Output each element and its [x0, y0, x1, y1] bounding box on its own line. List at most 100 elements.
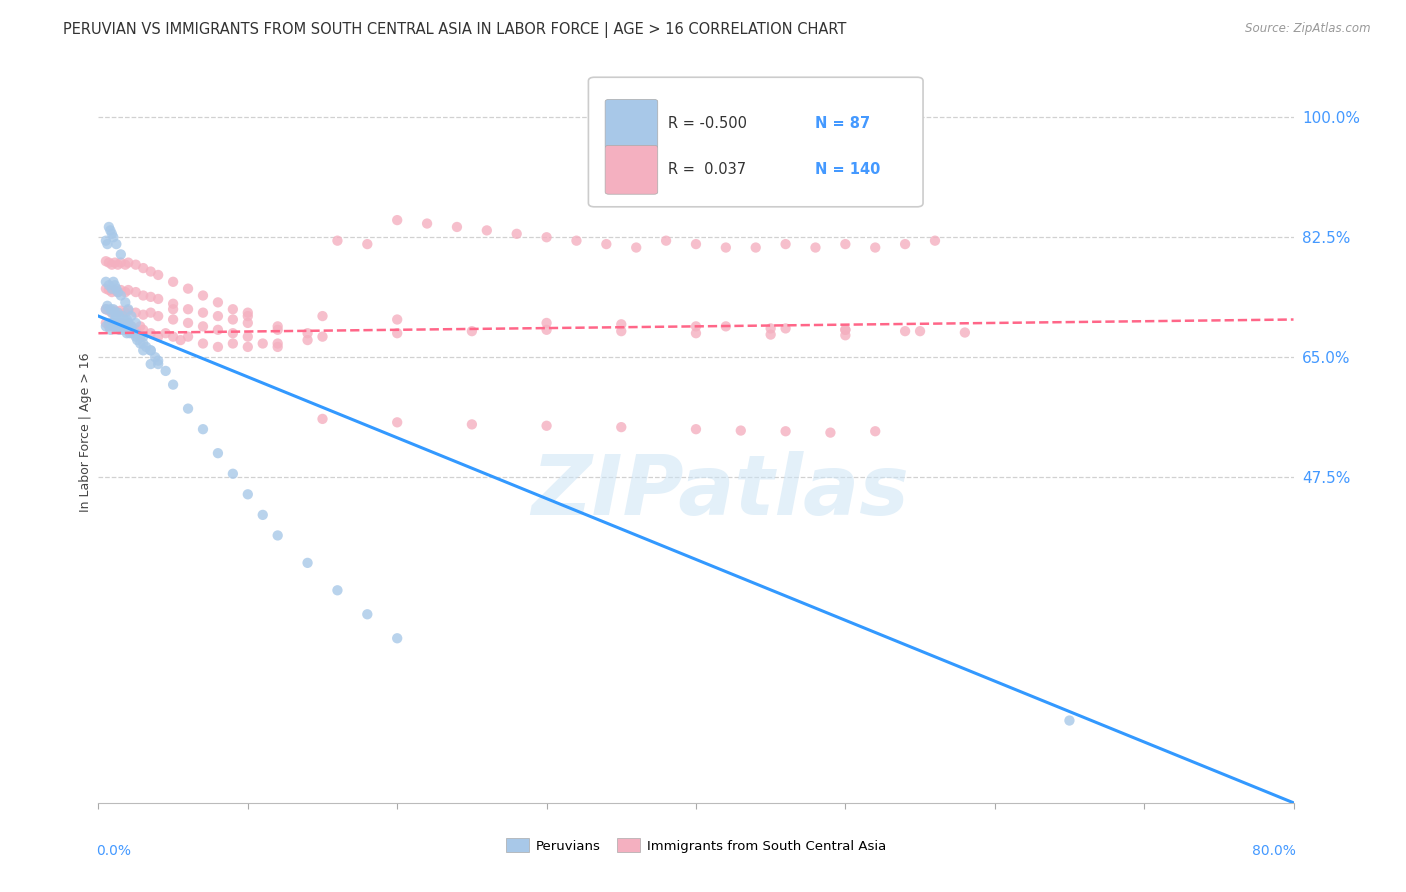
Point — [118, 326, 141, 341]
Point — [446, 219, 468, 234]
Text: 80.0%: 80.0% — [1251, 844, 1296, 857]
Point — [94, 234, 117, 248]
Point — [110, 319, 132, 334]
Point — [311, 412, 333, 426]
Point — [97, 219, 120, 234]
Point — [117, 302, 139, 317]
Point — [103, 302, 125, 317]
Point — [222, 302, 245, 317]
Point — [177, 401, 200, 416]
Point — [101, 306, 124, 320]
Point — [139, 264, 162, 278]
Point — [536, 323, 558, 337]
FancyBboxPatch shape — [589, 78, 922, 207]
Point — [610, 318, 633, 332]
Point — [236, 316, 259, 330]
Point — [834, 328, 856, 343]
FancyBboxPatch shape — [605, 145, 658, 194]
Point — [114, 319, 136, 334]
Point — [94, 319, 117, 334]
Point — [222, 467, 245, 481]
Point — [94, 254, 117, 268]
Point — [655, 234, 678, 248]
Point — [236, 329, 259, 343]
Point — [222, 336, 245, 351]
Point — [148, 268, 170, 282]
Point — [129, 319, 152, 334]
Point — [685, 326, 707, 341]
Point — [162, 275, 184, 289]
Point — [536, 230, 558, 244]
Point — [105, 316, 128, 330]
Point — [685, 237, 707, 252]
Point — [103, 230, 125, 244]
Point — [685, 422, 707, 436]
Point — [745, 240, 768, 255]
Point — [98, 223, 122, 237]
Point — [125, 323, 148, 337]
Point — [894, 237, 917, 252]
Point — [385, 312, 409, 326]
Point — [101, 258, 124, 272]
Point — [97, 255, 120, 269]
Point — [111, 316, 134, 330]
Point — [191, 422, 214, 436]
Point — [112, 312, 135, 326]
Point — [97, 303, 120, 318]
Point — [132, 288, 155, 302]
Point — [115, 312, 138, 326]
Point — [236, 309, 259, 323]
Point — [129, 336, 152, 351]
Point — [127, 333, 149, 347]
Point — [924, 234, 946, 248]
Point — [139, 343, 162, 358]
Point — [132, 329, 155, 343]
Point — [297, 326, 319, 341]
Point — [177, 302, 200, 317]
Point — [107, 285, 129, 299]
Point — [110, 319, 132, 334]
Point — [125, 306, 148, 320]
Point — [94, 302, 117, 317]
Point — [104, 312, 127, 326]
Point — [101, 227, 124, 241]
Point — [155, 326, 177, 341]
FancyBboxPatch shape — [605, 99, 658, 148]
Point — [311, 309, 333, 323]
Point — [775, 321, 797, 335]
Text: N = 140: N = 140 — [815, 162, 880, 178]
Point — [132, 336, 155, 351]
Point — [326, 583, 349, 598]
Point — [97, 278, 120, 293]
Point — [775, 424, 797, 438]
Point — [236, 487, 259, 501]
Point — [143, 350, 166, 364]
Point — [865, 424, 887, 438]
Point — [120, 319, 142, 334]
Point — [125, 316, 148, 330]
Point — [120, 323, 142, 337]
Text: R =  0.037: R = 0.037 — [668, 162, 747, 178]
Point — [129, 329, 152, 343]
Point — [132, 308, 155, 322]
Point — [385, 632, 409, 646]
Point — [730, 424, 752, 438]
Point — [595, 237, 617, 252]
Point — [96, 299, 118, 313]
Text: ZIPatlas: ZIPatlas — [531, 451, 908, 533]
Point — [297, 333, 319, 347]
Point — [117, 255, 139, 269]
Point — [94, 302, 117, 317]
Point — [162, 329, 184, 343]
Point — [461, 417, 484, 432]
Point — [104, 283, 127, 297]
Point — [94, 316, 117, 330]
Point — [101, 282, 124, 296]
Point — [110, 312, 132, 326]
Point — [139, 357, 162, 371]
Point — [148, 353, 170, 368]
Point — [107, 258, 129, 272]
Point — [101, 285, 124, 299]
Point — [207, 309, 229, 323]
Point — [97, 283, 120, 297]
